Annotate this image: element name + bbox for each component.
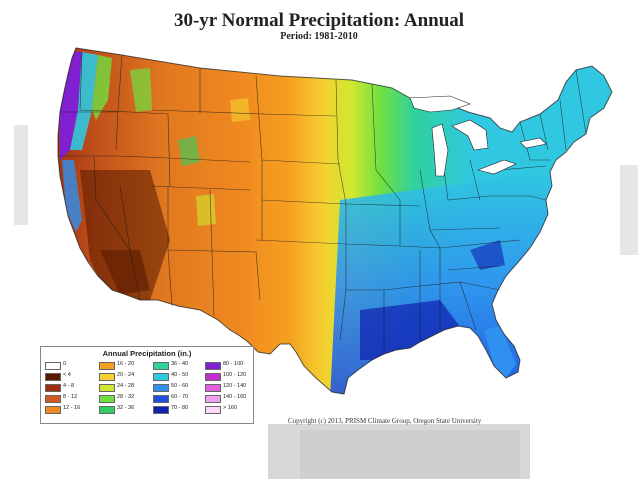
- background-shadow-left: [14, 125, 28, 225]
- legend-swatch: [205, 406, 221, 414]
- legend-label: 40 - 50: [171, 372, 189, 378]
- legend-title: Annual Precipitation (in.): [102, 349, 192, 358]
- legend-label: 28 - 32: [117, 394, 135, 400]
- legend-swatch: [153, 362, 169, 370]
- legend-swatch: [99, 373, 115, 381]
- legend-swatch: [153, 395, 169, 403]
- legend-swatch: [99, 406, 115, 414]
- legend: Annual Precipitation (in.) 0 < 4 4 - 8 8 - …: [40, 346, 254, 424]
- legend-swatch: [45, 395, 61, 403]
- legend-swatch: [99, 384, 115, 392]
- legend-label: > 160: [223, 405, 237, 411]
- legend-swatch: [99, 362, 115, 370]
- legend-label: 36 - 40: [171, 361, 189, 367]
- background-shadow-bottom-inner: [300, 430, 520, 479]
- legend-label: 12 - 16: [63, 405, 81, 411]
- legend-swatch: [205, 373, 221, 381]
- legend-swatch: [153, 384, 169, 392]
- legend-label: 140 - 160: [223, 394, 247, 400]
- legend-label: 32 - 36: [117, 405, 135, 411]
- legend-label: < 4: [63, 372, 71, 378]
- legend-label: 50 - 60: [171, 383, 189, 389]
- legend-swatch: [205, 384, 221, 392]
- legend-label: 16 - 20: [117, 361, 135, 367]
- legend-swatch: [153, 373, 169, 381]
- legend-label: 0: [63, 361, 67, 367]
- legend-swatch: [45, 406, 61, 414]
- legend-swatch: [153, 406, 169, 414]
- legend-label: 100 - 120: [223, 372, 247, 378]
- legend-label: 24 - 28: [117, 383, 135, 389]
- legend-swatch: [45, 373, 61, 381]
- legend-swatch: [205, 362, 221, 370]
- legend-label: 4 - 8: [63, 383, 75, 389]
- legend-label: 8 - 12: [63, 394, 78, 400]
- map-title: 30-yr Normal Precipitation: Annual: [173, 10, 465, 31]
- legend-swatch: [45, 384, 61, 392]
- legend-label: 60 - 70: [171, 394, 189, 400]
- legend-swatch: [99, 395, 115, 403]
- legend-label: 70 - 80: [171, 405, 189, 411]
- legend-swatch: [45, 362, 61, 370]
- copyright-text: Copyright (c) 2013, PRISM Climate Group,…: [288, 417, 482, 425]
- legend-swatch: [205, 395, 221, 403]
- legend-label: 120 - 140: [223, 383, 247, 389]
- background-shadow-right: [620, 165, 638, 255]
- legend-label: 20 - 24: [117, 372, 135, 378]
- map-period: Period: 1981-2010: [280, 31, 358, 42]
- legend-label: 80 - 100: [223, 361, 244, 367]
